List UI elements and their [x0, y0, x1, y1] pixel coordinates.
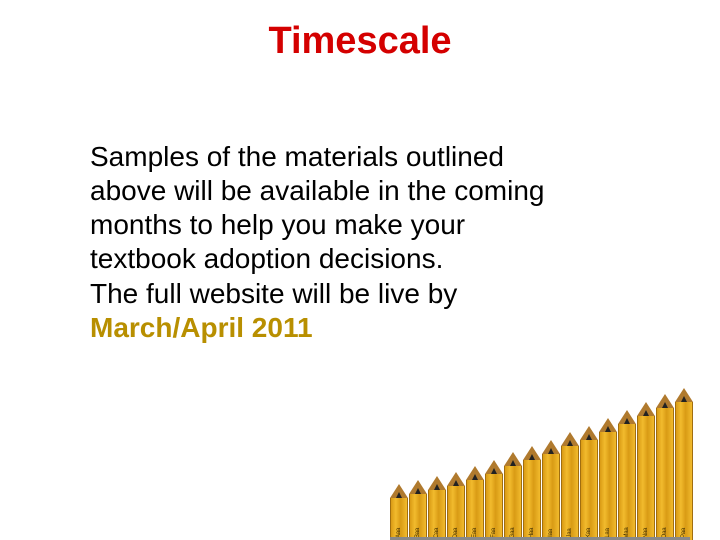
pencil-body: Oaa	[656, 408, 674, 540]
pencil-bar: Faa	[485, 460, 503, 540]
pencil-tip-icon	[599, 418, 617, 432]
pencil-tip-icon	[504, 452, 522, 466]
pencil-body: Maa	[618, 424, 636, 540]
pencil-body: Aaa	[390, 498, 408, 540]
pencil-body: Baa	[409, 494, 427, 540]
pencil-bar: Oaa	[656, 394, 674, 540]
pencil-bar: Paa	[675, 388, 693, 540]
pencil-body: Naa	[637, 416, 655, 540]
pencil-body: Jaa	[561, 446, 579, 540]
pencil-body: Caa	[428, 490, 446, 540]
pencil-bar: Laa	[599, 418, 617, 540]
pencil-bar: Maa	[618, 410, 636, 540]
pencil-body: Kaa	[580, 440, 598, 540]
pencil-body: Paa	[675, 402, 693, 540]
paragraph-2-highlight: March/April 2011	[90, 312, 313, 343]
pencil-tip-icon	[523, 446, 541, 460]
slide-title: Timescale	[0, 20, 720, 63]
pencil-tip-icon	[428, 476, 446, 490]
pencil-tip-icon	[485, 460, 503, 474]
pencil-bar: Haa	[523, 446, 541, 540]
pencil-body: Haa	[523, 460, 541, 540]
pencil-bar-chart: AaaBaaCaaDaaEaaFaaGaaHaa Iaa JaaKaaLaaMaaN…	[390, 380, 690, 540]
pencil-body: Laa	[599, 432, 617, 540]
pencil-tip-icon	[561, 432, 579, 446]
pencil-bar: Daa	[447, 472, 465, 540]
pencil-bar: Gaa	[504, 452, 522, 540]
pencil-bar: Caa	[428, 476, 446, 540]
pencil-body: Faa	[485, 474, 503, 540]
pencil-bar: Baa	[409, 480, 427, 540]
pencil-tip-icon	[409, 480, 427, 494]
pencil-tip-icon	[656, 394, 674, 408]
pencil-tip-icon	[637, 402, 655, 416]
pencil-tip-icon	[580, 426, 598, 440]
pencil-tip-icon	[542, 440, 560, 454]
pencil-body: Gaa	[504, 466, 522, 540]
pencil-tip-icon	[466, 466, 484, 480]
pencil-tip-icon	[675, 388, 693, 402]
pencil-bar: Kaa	[580, 426, 598, 540]
pencil-tip-icon	[447, 472, 465, 486]
paragraph-1: Samples of the materials outlined above …	[90, 141, 545, 274]
pencil-bar: Aaa	[390, 484, 408, 540]
body-paragraphs: Samples of the materials outlined above …	[90, 140, 560, 345]
pencil-body: Daa	[447, 486, 465, 540]
pencil-bar: Naa	[637, 402, 655, 540]
pencil-tip-icon	[390, 484, 408, 498]
pencil-label: Iaa	[548, 529, 554, 537]
pencil-bar: Iaa	[542, 440, 560, 540]
pencil-bar: Eaa	[466, 466, 484, 540]
paragraph-2-prefix: The full website will be live by	[90, 278, 457, 309]
pencil-tip-icon	[618, 410, 636, 424]
pencil-body: Iaa	[542, 454, 560, 540]
pencil-bar: Jaa	[561, 432, 579, 540]
pencil-body: Eaa	[466, 480, 484, 540]
